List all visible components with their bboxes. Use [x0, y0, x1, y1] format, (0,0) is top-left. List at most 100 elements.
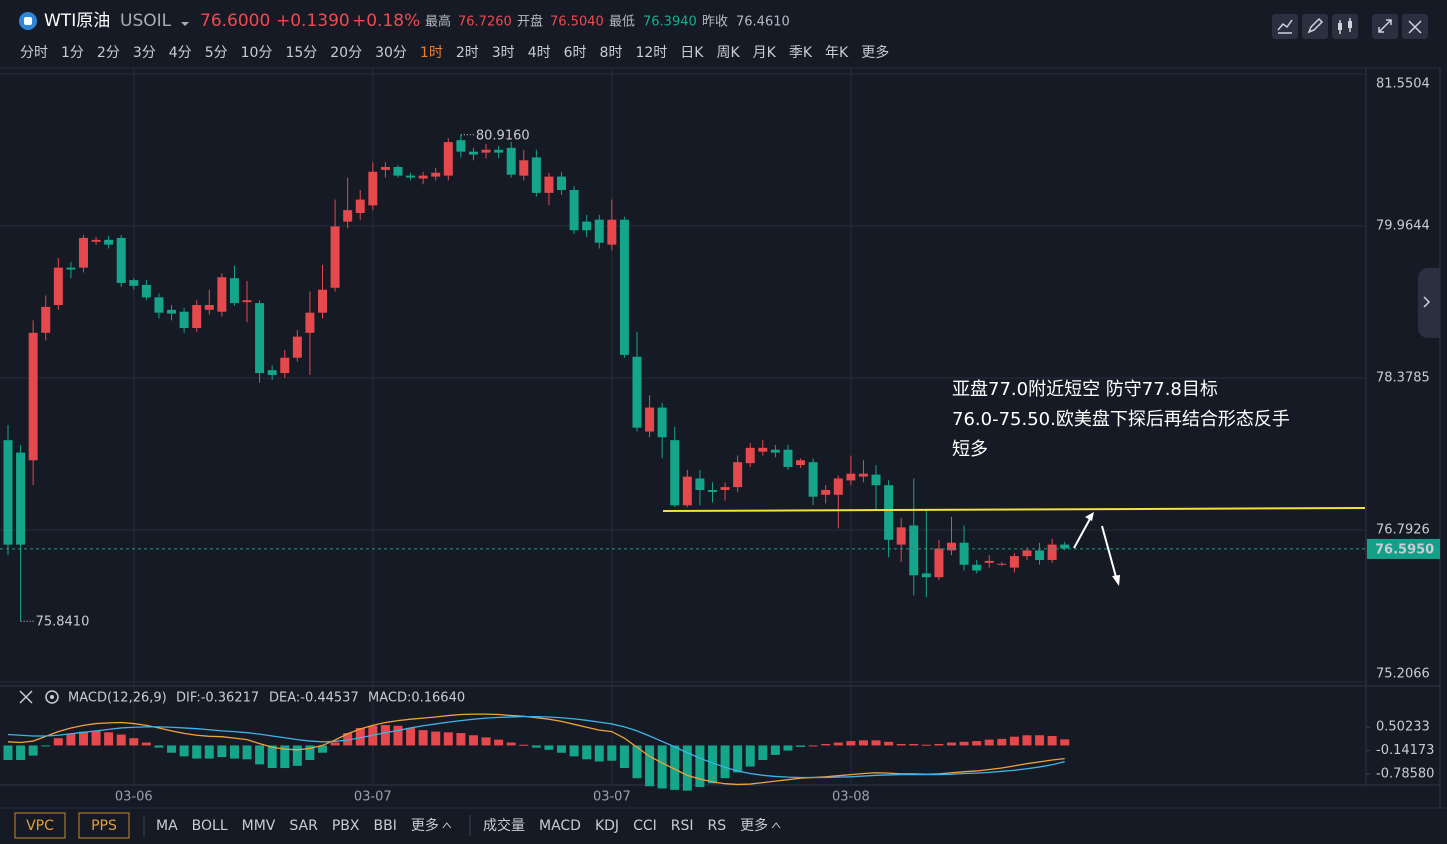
macd-bar — [217, 745, 227, 758]
timeframe[interactable]: 季K — [789, 45, 813, 61]
candle-body — [821, 489, 831, 495]
timeframe[interactable]: 15分 — [285, 45, 317, 61]
indicator-button[interactable]: RSI — [671, 818, 694, 834]
macd-bar — [355, 727, 365, 746]
macd-bar — [682, 745, 692, 791]
legend-entry: DEA:-0.44537 — [269, 691, 359, 706]
timeframe[interactable]: 1分 — [61, 45, 84, 61]
indicator-button[interactable]: SAR — [289, 818, 318, 834]
indicator-button[interactable]: PBX — [332, 818, 360, 834]
indicator-button[interactable]: BBI — [373, 818, 396, 834]
candle-body — [78, 237, 88, 268]
indicator-button[interactable]: 更多 — [411, 817, 439, 834]
arrow-head — [1085, 512, 1094, 521]
macd-bar — [456, 733, 466, 746]
candle-body — [959, 542, 969, 565]
candle-body — [292, 336, 302, 358]
timeframe[interactable]: 3时 — [492, 45, 515, 61]
timeframe[interactable]: 4分 — [169, 45, 192, 61]
stat-value: 76.4610 — [736, 15, 790, 30]
candle-body — [909, 525, 919, 576]
stat-value: 76.3940 — [643, 15, 697, 30]
timeframe[interactable]: 30分 — [375, 45, 407, 61]
macd-bar — [657, 745, 667, 789]
timeframe[interactable]: 周K — [716, 45, 740, 61]
tag-box[interactable] — [78, 812, 130, 839]
timeframe[interactable]: 12时 — [635, 45, 667, 61]
change: +0.1390 — [276, 11, 350, 31]
candle-body — [380, 167, 390, 170]
macd-bar — [808, 745, 818, 747]
tool-button[interactable] — [1272, 14, 1298, 39]
timeframe[interactable]: 10分 — [241, 45, 273, 61]
indicator-button[interactable]: RS — [708, 818, 727, 834]
macd-bar — [557, 745, 567, 753]
timeframe[interactable]: 2时 — [456, 45, 479, 61]
macd-bar — [418, 730, 428, 746]
candle-body — [406, 175, 416, 178]
macd-bar — [846, 741, 856, 746]
timeframe[interactable]: 3分 — [133, 45, 156, 61]
candle-body — [984, 560, 994, 563]
macd-bar — [91, 730, 101, 746]
macd-bar — [129, 738, 139, 746]
indicator-button[interactable]: BOLL — [192, 818, 228, 834]
macd-bar — [305, 745, 315, 761]
macd-bar — [393, 725, 403, 746]
candle-body — [619, 219, 629, 355]
macd-bar — [770, 745, 780, 755]
macd-bar — [468, 735, 478, 746]
candle-body — [456, 140, 466, 152]
tag-box[interactable] — [14, 812, 66, 839]
timeframe[interactable]: 年K — [825, 45, 849, 61]
last-price-label: 76.5950 — [1375, 542, 1434, 557]
candle-body — [267, 370, 277, 375]
macd-bar — [229, 745, 239, 759]
indicator-button[interactable]: MA — [156, 818, 178, 834]
candle-body — [972, 564, 982, 571]
timeframe[interactable]: 2分 — [97, 45, 120, 61]
indicator-button[interactable]: 更多 — [740, 817, 768, 834]
stat-value: 76.5040 — [550, 15, 604, 30]
timeframe[interactable]: 8时 — [600, 45, 623, 61]
indicator-button[interactable]: KDJ — [595, 818, 619, 834]
y-tick-label: -0.14173 — [1376, 743, 1434, 758]
tool-button[interactable] — [1332, 14, 1358, 39]
macd-bar — [997, 738, 1007, 746]
candle-body — [783, 449, 793, 467]
instrument-symbol[interactable]: USOIL — [120, 11, 172, 31]
macd-bar — [1060, 739, 1070, 746]
candle-body — [871, 474, 881, 486]
settings-icon[interactable] — [45, 690, 59, 704]
tool-icon — [1408, 20, 1422, 34]
timeframe[interactable]: 分时 — [20, 45, 48, 61]
timeframe[interactable]: 更多 — [861, 44, 889, 61]
candle-body — [506, 147, 516, 175]
timeframe[interactable]: 月K — [753, 45, 777, 61]
timeframe[interactable]: 1时 — [420, 45, 443, 61]
timeframe[interactable]: 4时 — [528, 45, 551, 61]
y-tick-label: 78.3785 — [1376, 371, 1430, 386]
candle-body — [858, 473, 868, 477]
timeframe[interactable]: 6时 — [564, 45, 587, 61]
indicator-button[interactable]: MMV — [242, 818, 276, 834]
macd-bar — [695, 745, 705, 787]
candle-body — [745, 447, 755, 464]
candle-body — [531, 157, 541, 193]
indicator-tag[interactable]: PPS — [91, 818, 117, 834]
timeframe[interactable]: 日K — [680, 45, 704, 61]
y-tick-label: 75.2066 — [1376, 667, 1430, 682]
legend-entry: MACD(12,26,9) — [68, 691, 167, 706]
indicator-tag[interactable]: VPC — [26, 818, 54, 834]
close-icon[interactable] — [19, 690, 33, 704]
indicator-button[interactable]: 成交量 — [483, 817, 525, 834]
indicator-button[interactable]: CCI — [633, 818, 657, 834]
macd-bar — [141, 742, 151, 746]
timeframe[interactable]: 5分 — [205, 45, 228, 61]
macd-bar — [3, 745, 13, 761]
tool-button[interactable] — [1302, 14, 1328, 39]
y-tick-label: 81.5504 — [1376, 77, 1430, 92]
macd-bar — [720, 745, 730, 779]
indicator-button[interactable]: MACD — [539, 818, 581, 834]
timeframe[interactable]: 20分 — [330, 45, 362, 61]
